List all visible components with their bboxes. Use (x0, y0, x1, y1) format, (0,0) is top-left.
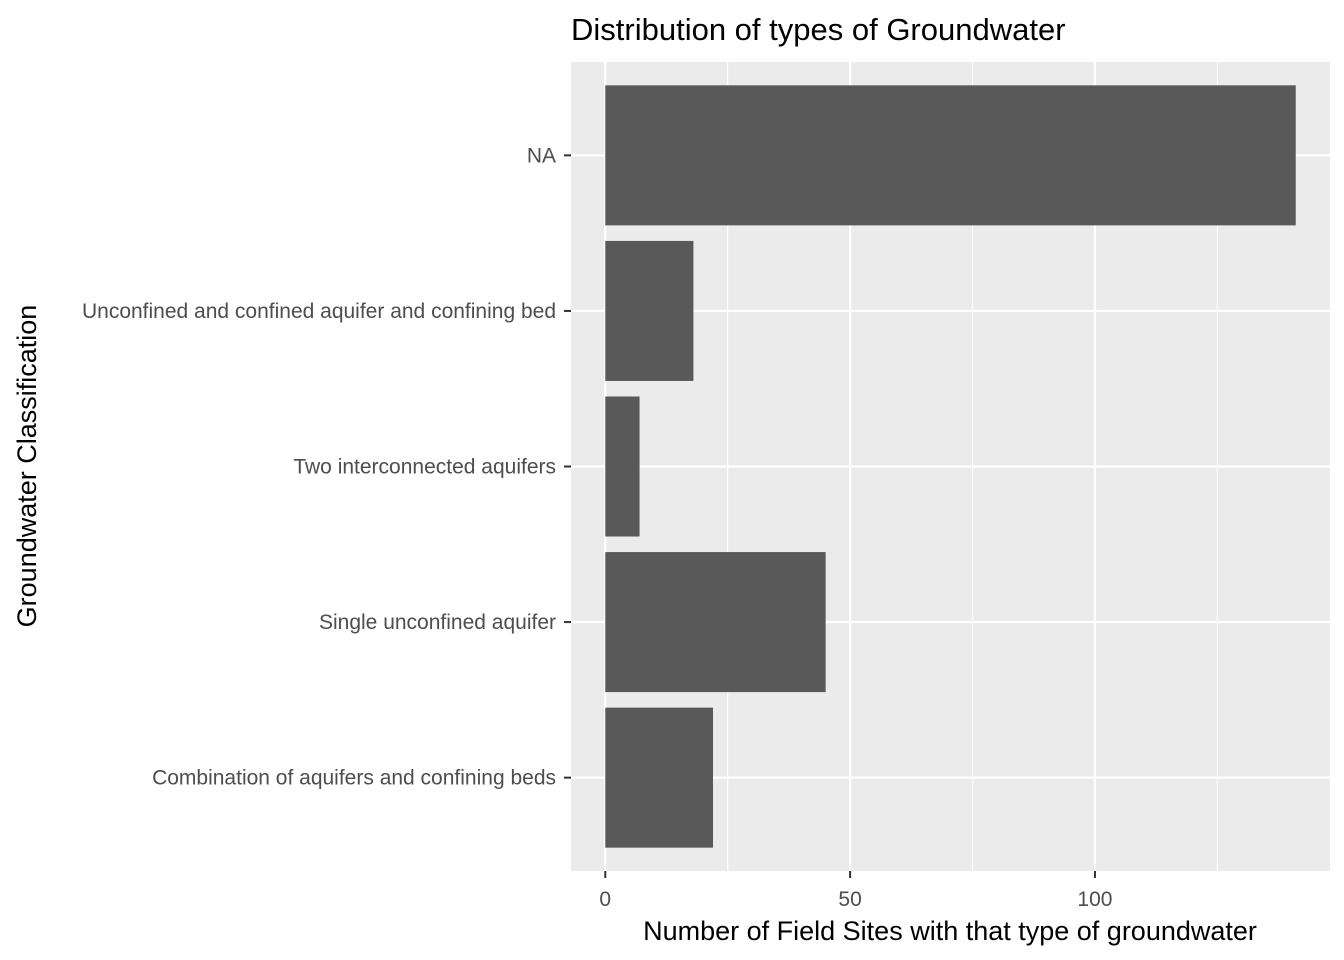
y-tick-label: Unconfined and confined aquifer and conf… (82, 300, 556, 323)
bar (605, 707, 714, 848)
x-axis-title: Number of Field Sites with that type of … (643, 916, 1257, 946)
x-tick-label: 100 (1077, 888, 1112, 911)
bar (605, 240, 694, 381)
bar (605, 85, 1296, 226)
x-tick-label: 0 (599, 888, 611, 911)
y-tick-label: Two interconnected aquifers (293, 456, 556, 479)
y-axis: Combination of aquifers and confining be… (82, 144, 571, 790)
y-tick-label: NA (527, 144, 556, 167)
y-axis-title: Groundwater Classification (12, 305, 42, 628)
chart-title: Distribution of types of Groundwater (571, 12, 1066, 47)
bar (605, 552, 826, 693)
x-axis: 0 50 100 (599, 871, 1112, 911)
bar (605, 396, 640, 537)
y-tick-label: Single unconfined aquifer (319, 611, 556, 634)
bars (605, 85, 1296, 848)
y-tick-label: Combination of aquifers and confining be… (152, 767, 556, 790)
x-tick-label: 50 (838, 888, 861, 911)
